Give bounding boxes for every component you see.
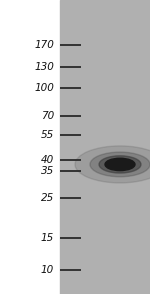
Text: 100: 100 bbox=[34, 83, 54, 93]
Text: 70: 70 bbox=[41, 111, 54, 121]
Text: 35: 35 bbox=[41, 166, 54, 176]
Text: 40: 40 bbox=[41, 155, 54, 165]
Text: 130: 130 bbox=[34, 62, 54, 72]
Text: 25: 25 bbox=[41, 193, 54, 203]
Ellipse shape bbox=[75, 146, 150, 183]
Bar bbox=[60, 0, 150, 294]
Bar bbox=[0, 0, 60, 294]
Ellipse shape bbox=[90, 152, 150, 177]
Text: 55: 55 bbox=[41, 130, 54, 140]
Ellipse shape bbox=[99, 156, 141, 173]
Text: 170: 170 bbox=[34, 41, 54, 51]
Text: 15: 15 bbox=[41, 233, 54, 243]
Text: 10: 10 bbox=[41, 265, 54, 275]
Ellipse shape bbox=[105, 158, 135, 171]
